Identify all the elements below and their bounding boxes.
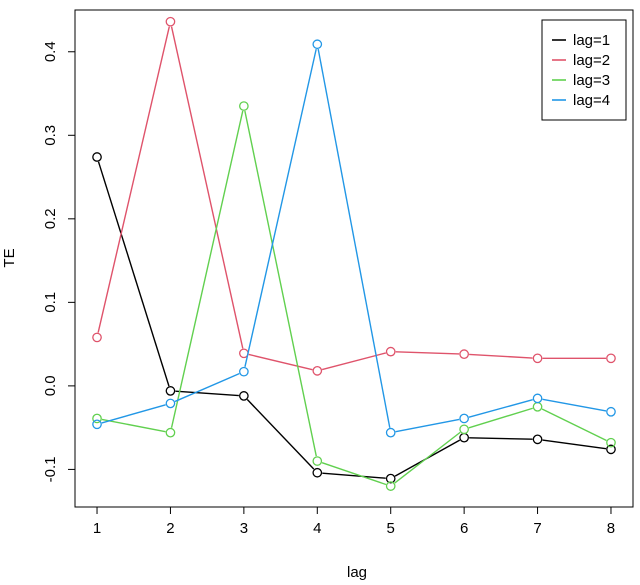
series-line-segment xyxy=(101,404,166,424)
series-line-segment xyxy=(246,399,315,470)
data-point xyxy=(165,398,176,409)
data-point xyxy=(606,444,616,455)
x-axis-title: lag xyxy=(347,564,367,581)
data-point xyxy=(312,467,323,478)
legend-label: lag=1 xyxy=(573,32,610,49)
y-tick-label: 0.0 xyxy=(42,375,59,396)
series-line-segment xyxy=(468,399,533,418)
series-line-segment xyxy=(541,408,607,442)
series-line-segment xyxy=(469,437,533,440)
data-point xyxy=(459,413,469,424)
x-tick-label: 4 xyxy=(313,520,321,537)
data-point xyxy=(92,419,102,430)
series-layer xyxy=(92,16,616,491)
data-point xyxy=(312,365,323,376)
series-line-segment xyxy=(244,48,317,367)
data-point xyxy=(385,427,396,438)
series-line-segment xyxy=(322,472,386,479)
data-point xyxy=(92,152,102,162)
series-line-segment xyxy=(170,26,244,349)
y-tick-label: -0.1 xyxy=(42,456,59,482)
x-tick-label: 6 xyxy=(460,520,468,537)
legend-label: lag=4 xyxy=(573,92,610,109)
x-tick-label: 7 xyxy=(533,520,541,537)
data-point xyxy=(459,349,469,359)
series-line-segment xyxy=(468,407,533,429)
data-point xyxy=(532,434,543,445)
series-line-segment xyxy=(97,26,170,333)
series-line-segment xyxy=(97,161,170,387)
series-line-segment xyxy=(321,352,387,371)
legend-box xyxy=(541,19,627,121)
data-point xyxy=(239,366,249,377)
series-line-segment xyxy=(542,398,607,412)
series-line-segment xyxy=(244,110,317,457)
series-line-segment xyxy=(248,353,313,371)
series-line-segment xyxy=(317,49,391,428)
x-tick-label: 8 xyxy=(607,520,615,537)
data-point xyxy=(532,401,543,412)
data-point xyxy=(532,393,543,404)
x-tick-label: 3 xyxy=(240,520,248,537)
y-tick-label: 0.2 xyxy=(42,208,59,229)
data-point xyxy=(385,346,396,357)
data-point xyxy=(459,432,469,443)
data-point xyxy=(385,473,396,484)
data-point xyxy=(92,413,102,424)
data-point xyxy=(165,427,176,438)
series-line-segment xyxy=(101,418,166,433)
data-point xyxy=(606,353,616,364)
series-line-segment xyxy=(542,439,607,450)
x-axis: 1 2 3 4 5 6 7 8 xyxy=(93,506,615,537)
data-point xyxy=(239,101,249,111)
data-point xyxy=(606,406,616,417)
series-line-segment xyxy=(469,353,533,359)
y-tick-label: 0.3 xyxy=(42,125,59,146)
x-tick-label: 5 xyxy=(387,520,395,537)
data-point xyxy=(532,353,543,364)
series-line-segment xyxy=(394,431,461,484)
series-line-segment xyxy=(395,351,460,355)
y-tick-label: 0.4 xyxy=(42,41,59,62)
data-point xyxy=(459,424,469,435)
data-point xyxy=(312,39,323,50)
legend: lag=1 lag=2 lag=3 lag=4 xyxy=(541,19,627,121)
y-axis-title: TE xyxy=(1,248,18,267)
data-point xyxy=(92,332,102,343)
data-point xyxy=(239,391,249,401)
data-point xyxy=(385,481,396,491)
x-tick-label: 2 xyxy=(166,520,174,537)
series-line-segment xyxy=(395,418,460,433)
series-lag=3 xyxy=(92,101,616,491)
data-point xyxy=(606,437,616,448)
data-point xyxy=(165,16,176,27)
series-line-segment xyxy=(174,373,240,403)
series-lag=1 xyxy=(92,152,616,484)
series-line-segment xyxy=(175,390,239,397)
legend-label: lag=3 xyxy=(573,72,610,89)
series-lag=2 xyxy=(92,16,616,376)
data-point xyxy=(312,456,323,466)
x-tick-label: 1 xyxy=(93,520,101,537)
data-point xyxy=(165,386,176,396)
y-tick-label: 0.1 xyxy=(42,292,59,313)
y-axis: -0.1 0.0 0.1 0.2 0.3 0.4 xyxy=(42,41,76,482)
series-lag=4 xyxy=(92,39,616,438)
legend-label: lag=2 xyxy=(573,52,610,69)
series-line-segment xyxy=(170,110,244,428)
series-line-segment xyxy=(321,462,387,486)
